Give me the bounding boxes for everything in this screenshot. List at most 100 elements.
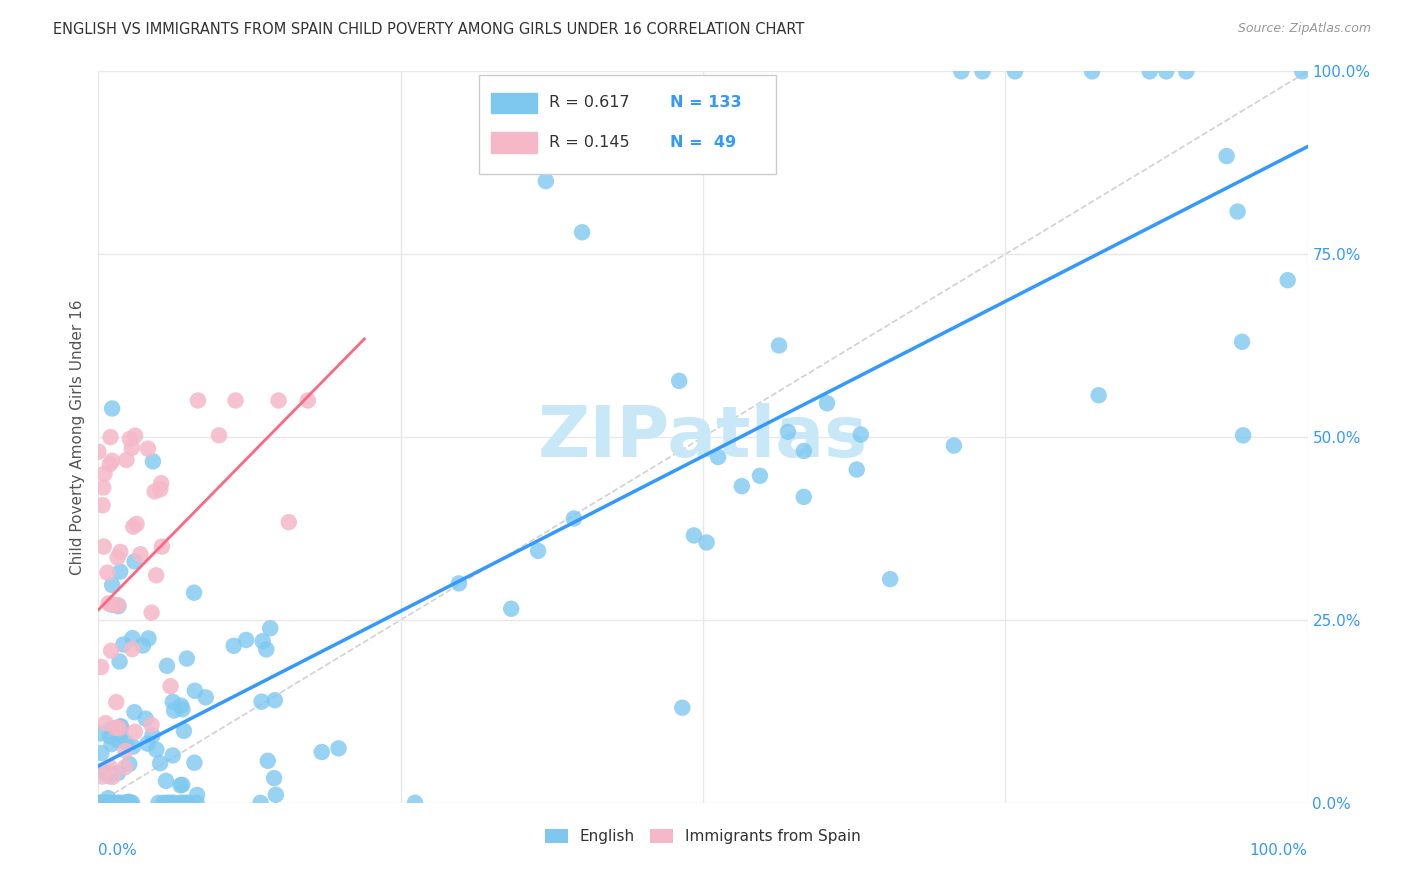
Bar — [492, 132, 537, 153]
Point — [263, 693, 285, 707]
Point — [149, 482, 172, 496]
Legend: English, Immigrants from Spain: English, Immigrants from Spain — [538, 822, 868, 850]
Point — [101, 598, 124, 612]
Point — [163, 796, 186, 810]
Point — [222, 639, 245, 653]
Point — [105, 695, 128, 709]
Point — [107, 766, 129, 780]
Point — [98, 766, 121, 780]
Point — [183, 585, 205, 599]
Point — [101, 796, 124, 810]
Point — [124, 428, 146, 442]
Point — [110, 719, 132, 733]
Point — [184, 683, 207, 698]
Point — [176, 651, 198, 665]
Point — [183, 756, 205, 770]
Point — [683, 528, 706, 542]
Point — [1175, 64, 1198, 78]
Point — [225, 393, 247, 408]
Point — [950, 64, 973, 78]
Point — [141, 606, 163, 620]
Point — [849, 427, 872, 442]
Point — [156, 796, 179, 810]
Point — [942, 439, 965, 453]
Point — [118, 796, 141, 810]
Point — [138, 632, 160, 646]
Point — [263, 771, 285, 785]
Point — [101, 578, 124, 592]
Point — [90, 796, 112, 810]
Point — [1226, 204, 1249, 219]
Point — [172, 796, 194, 810]
Point — [90, 660, 112, 674]
Point — [94, 796, 117, 810]
Text: ENGLISH VS IMMIGRANTS FROM SPAIN CHILD POVERTY AMONG GIRLS UNDER 16 CORRELATION : ENGLISH VS IMMIGRANTS FROM SPAIN CHILD P… — [53, 22, 804, 37]
Point — [100, 430, 122, 444]
Point — [112, 638, 135, 652]
Point — [173, 723, 195, 738]
Point — [96, 566, 118, 580]
Point — [135, 712, 157, 726]
Point — [98, 796, 121, 810]
Point — [110, 565, 132, 579]
Point — [121, 631, 143, 645]
Point — [124, 705, 146, 719]
Point — [1215, 149, 1237, 163]
Point — [115, 453, 138, 467]
Point — [668, 374, 690, 388]
Point — [98, 729, 121, 743]
Point — [264, 788, 287, 802]
Point — [91, 764, 114, 779]
Point — [768, 338, 790, 352]
Point — [149, 756, 172, 771]
Point — [156, 796, 179, 810]
Point — [96, 796, 118, 810]
Point — [87, 444, 110, 458]
Point — [93, 796, 115, 810]
Point — [98, 769, 121, 783]
Point — [94, 796, 117, 810]
Point — [250, 695, 273, 709]
Point — [160, 796, 183, 810]
Point — [177, 796, 200, 810]
Point — [141, 728, 163, 742]
Point — [845, 462, 868, 476]
Point — [152, 796, 174, 810]
Point — [267, 393, 290, 408]
Point — [132, 639, 155, 653]
Point — [101, 721, 124, 735]
Text: N =  49: N = 49 — [671, 135, 737, 150]
Point — [101, 770, 124, 784]
Point — [114, 796, 136, 810]
Point — [186, 788, 208, 802]
Point — [125, 516, 148, 531]
Point — [143, 484, 166, 499]
Point — [527, 544, 550, 558]
Text: ZIPatlas: ZIPatlas — [538, 402, 868, 472]
Point — [194, 690, 217, 705]
Point — [108, 655, 131, 669]
Point — [776, 425, 799, 439]
Point — [145, 742, 167, 756]
Point — [114, 760, 136, 774]
Point — [748, 468, 770, 483]
Point — [249, 796, 271, 810]
Text: Source: ZipAtlas.com: Source: ZipAtlas.com — [1237, 22, 1371, 36]
Point — [328, 741, 350, 756]
Point — [145, 568, 167, 582]
Text: N = 133: N = 133 — [671, 95, 742, 111]
Point — [1156, 64, 1178, 78]
Point — [110, 720, 132, 734]
Point — [104, 721, 127, 735]
Point — [155, 773, 177, 788]
Point — [100, 644, 122, 658]
Point — [252, 634, 274, 648]
Point — [169, 778, 191, 792]
Point — [117, 795, 139, 809]
Point — [534, 174, 557, 188]
Point — [114, 796, 136, 810]
Point — [90, 746, 112, 760]
Point — [671, 700, 693, 714]
Point — [107, 796, 129, 810]
Point — [110, 545, 132, 559]
